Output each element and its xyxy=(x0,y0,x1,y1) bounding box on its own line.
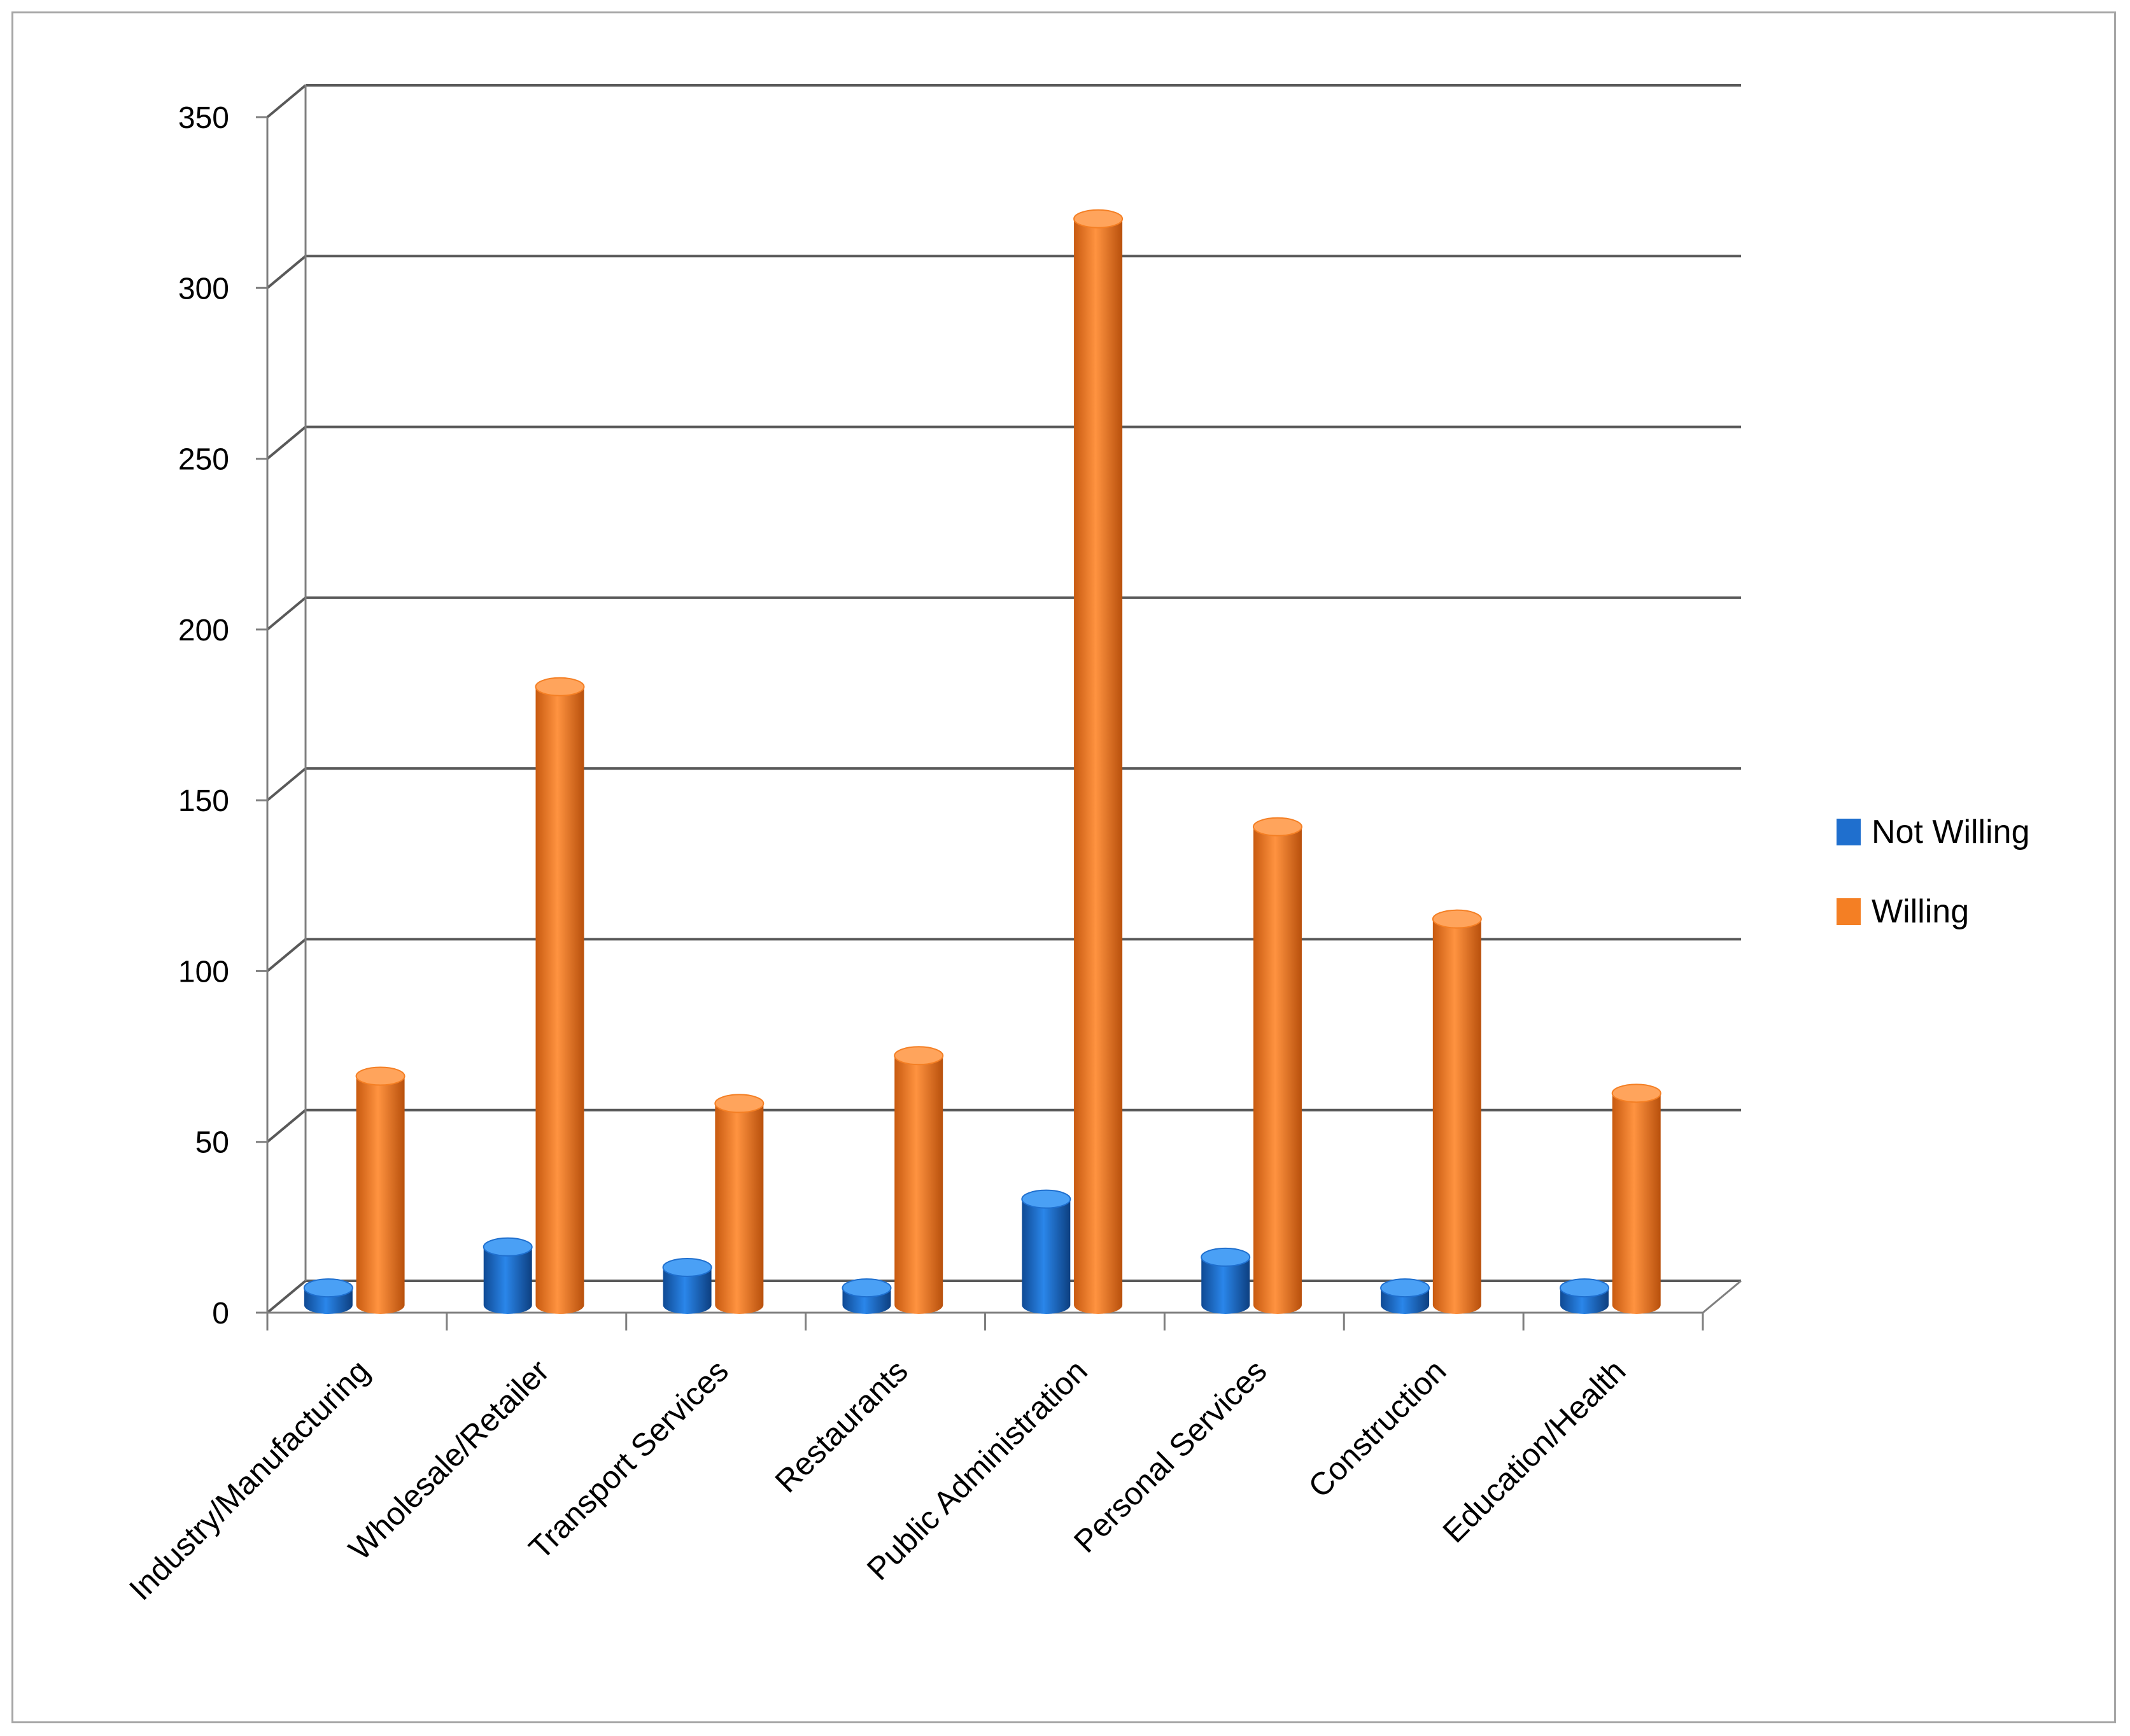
bar-top xyxy=(894,1046,944,1066)
y-tick-label: 350 xyxy=(178,101,229,135)
floor-right-edge xyxy=(1702,1280,1742,1314)
bar-body xyxy=(1074,218,1123,1314)
bar-willing xyxy=(1073,209,1124,1314)
gridline-diagonal xyxy=(266,767,307,801)
y-tick-label: 0 xyxy=(212,1297,229,1330)
bar-body xyxy=(483,1246,532,1314)
bar-body xyxy=(356,1076,405,1314)
bar-willing xyxy=(894,1046,944,1314)
bar-body xyxy=(1432,919,1481,1314)
legend: Not Willing Willing xyxy=(1837,814,2030,930)
legend-swatch xyxy=(1837,898,1861,925)
x-category-label: Restaurants xyxy=(768,1353,915,1499)
bar-top xyxy=(355,1066,406,1086)
legend-swatch xyxy=(1837,819,1861,845)
bar-not-willing xyxy=(842,1278,892,1314)
bar-top xyxy=(1021,1189,1071,1209)
gridline-diagonal xyxy=(266,596,307,631)
gridline-diagonal xyxy=(266,1280,307,1314)
x-category-label: Education/Health xyxy=(1436,1353,1633,1549)
bar-top xyxy=(662,1257,712,1277)
bar-top xyxy=(1559,1278,1609,1298)
gridline-diagonal xyxy=(266,426,307,460)
bar-not-willing xyxy=(483,1237,533,1314)
bar-body xyxy=(715,1103,764,1314)
bar-top xyxy=(483,1237,533,1257)
y-tick-label: 200 xyxy=(178,614,229,647)
bar-not-willing xyxy=(662,1257,712,1314)
gridline-diagonal xyxy=(266,938,307,972)
gridline-diagonal xyxy=(266,255,307,289)
bar-top xyxy=(303,1278,353,1298)
bar-not-willing xyxy=(303,1278,353,1314)
bar-body xyxy=(535,686,584,1314)
bar-body xyxy=(1201,1257,1250,1314)
bar-body xyxy=(1612,1093,1661,1314)
bar-top xyxy=(535,677,585,696)
chart-frame xyxy=(11,11,2116,1723)
y-tick-label: 150 xyxy=(178,784,229,818)
bar-top xyxy=(842,1278,892,1298)
axis-layer xyxy=(256,85,1742,1330)
legend-label: Willing xyxy=(1872,893,1969,930)
x-category-label: Transport Services xyxy=(522,1353,735,1566)
bar-top xyxy=(1252,817,1302,836)
y-tick-label: 300 xyxy=(178,272,229,306)
bar-willing xyxy=(535,677,585,1314)
bar-not-willing xyxy=(1559,1278,1609,1314)
y-tick-label: 100 xyxy=(178,955,229,989)
bar-top xyxy=(1380,1278,1430,1298)
bar-body xyxy=(1253,826,1302,1314)
x-category-label: Construction xyxy=(1301,1353,1453,1504)
x-category-label: Personal Services xyxy=(1067,1353,1274,1560)
bar-not-willing xyxy=(1201,1247,1251,1314)
y-tick-label: 50 xyxy=(195,1126,229,1160)
bar-layer xyxy=(303,209,1661,1314)
bar-body xyxy=(894,1055,943,1314)
grid-layer xyxy=(266,84,1741,1314)
y-tick-label: 250 xyxy=(178,443,229,477)
gridline-diagonal xyxy=(266,1109,307,1143)
bar-body xyxy=(663,1267,712,1314)
bar-top xyxy=(714,1094,765,1113)
bar-top xyxy=(1432,909,1482,929)
x-category-label: Industry/Manufacturing xyxy=(122,1353,376,1607)
legend-label: Not Willing xyxy=(1872,814,2030,850)
bar-willing xyxy=(714,1094,765,1314)
bar-not-willing xyxy=(1380,1278,1430,1314)
bar-willing xyxy=(1252,817,1302,1314)
bar-top xyxy=(1201,1247,1251,1267)
bar-not-willing xyxy=(1021,1189,1071,1314)
bar-willing xyxy=(1611,1083,1661,1314)
bar-willing xyxy=(1432,909,1482,1314)
gridline-diagonal xyxy=(266,84,307,118)
bar-top xyxy=(1611,1083,1661,1103)
label-layer: 0 50 100 150 200 250 300 350 Industry/Manufactur… xyxy=(122,101,1632,1607)
x-category-label: Wholesale/Retailer xyxy=(342,1353,556,1567)
bar-body xyxy=(1022,1199,1071,1314)
bar-willing xyxy=(355,1066,406,1314)
bar-top xyxy=(1073,209,1124,229)
